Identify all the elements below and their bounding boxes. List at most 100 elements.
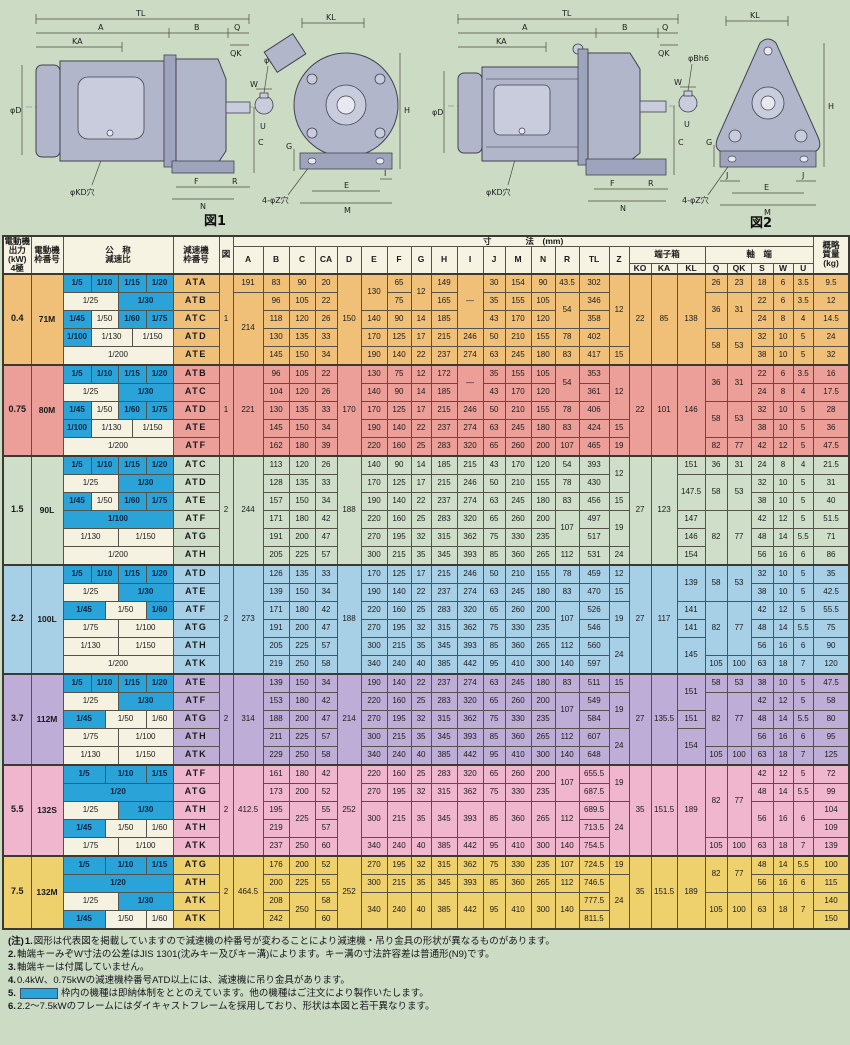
dim-cell-E: 300	[360, 873, 388, 893]
dim-cell-E: 270	[360, 618, 388, 638]
reducer-frame-cell: ATE	[172, 345, 220, 366]
ratio-cell: 1/130	[62, 527, 119, 547]
dim-cell-F: 240	[386, 836, 412, 857]
ratio-cell: 1/5	[62, 563, 92, 584]
dim-cell-F: 140	[386, 418, 412, 438]
header-dim-E: E	[360, 245, 388, 275]
dim-cell-H: 315	[430, 527, 458, 547]
dim-cell-F: 90	[386, 454, 412, 475]
dim-cell-F: 240	[386, 891, 412, 930]
ratio-cell: 1/45	[62, 309, 92, 329]
dim-label-b: B	[622, 23, 628, 32]
dim-cell-TL: 346	[578, 291, 610, 311]
ratio-cell: 1/15	[117, 454, 147, 475]
ratio-cell: 1/30	[117, 800, 174, 820]
motor-frame-cell: 71M	[30, 272, 64, 366]
dim-cell-QK: 100	[726, 891, 752, 930]
dim-cell-Z: 12	[608, 454, 630, 493]
reducer-frame-cell: ATD	[172, 400, 220, 420]
ratio-cell: 1/100	[62, 327, 92, 347]
dim-cell-B: 83	[262, 272, 290, 293]
dim-cell-J: 43	[482, 382, 506, 402]
dim-cell-C: 250	[288, 654, 316, 675]
note-6: 6.2.2～7.5kWのフレームにはダイキャストフレームを採用しており、形状は本…	[8, 1000, 842, 1013]
ratio-cell: 1/50	[104, 709, 147, 729]
dim-cell-S: 32	[750, 327, 774, 347]
dim-cell-QK: 53	[726, 327, 752, 366]
dim-label-ka: KA	[72, 37, 83, 46]
dim-cell-Q: 82	[704, 436, 728, 457]
dim-cell-KA: 101	[650, 363, 678, 457]
note-number: 5.	[8, 988, 16, 1000]
dim-cell-N: 200	[530, 763, 556, 784]
dim-cell-CA: 33	[314, 473, 338, 493]
dim-cell-J: 63	[482, 418, 506, 438]
dim-cell-R: 107	[554, 436, 580, 457]
dim-cell-J: 95	[482, 836, 506, 857]
dim-cell-J: 50	[482, 473, 506, 493]
ratio-cell: 1/75	[62, 836, 119, 857]
dim-cell-A: 464.5	[232, 854, 264, 930]
dim-cell-B: 229	[262, 745, 290, 766]
ratio-cell: 1/50	[104, 909, 147, 930]
dim-cell-G: 25	[410, 600, 432, 620]
dim-cell-Q: 82	[704, 854, 728, 893]
dim-cell-B: 200	[262, 873, 290, 893]
dim-cell-N: 105	[530, 363, 556, 384]
dim-cell-B: 113	[262, 454, 290, 475]
motor-frame-cell: 100L	[30, 563, 64, 675]
dim-cell-R: 83	[554, 491, 580, 511]
ratio-cell: 1/75	[145, 400, 174, 420]
dim-cell-H: 215	[430, 563, 458, 584]
header-dimensions-band: 寸 法 (mm)	[232, 235, 814, 247]
reducer-frame-cell: ATB	[172, 363, 220, 384]
ready-stock-swatch	[19, 988, 58, 1000]
dim-cell-E: 190	[360, 345, 388, 366]
dim-cell-I: 320	[456, 600, 484, 620]
ratio-cell: 1/25	[62, 691, 119, 711]
dim-cell-E: 130	[360, 363, 388, 384]
dim-label-b: B	[194, 23, 200, 32]
dim-cell-S: 48	[750, 527, 774, 547]
dim-label-w: W	[250, 80, 258, 89]
dim-label-phid: φD	[432, 108, 443, 117]
ratio-cell: 1/15	[117, 563, 147, 584]
dim-cell-J: 35	[482, 363, 506, 384]
dim-cell-TL: 417	[578, 345, 610, 366]
dim-label-a: A	[98, 23, 104, 32]
header-dim-KO: KO	[628, 262, 652, 275]
dim-cell-R: 107	[554, 854, 580, 875]
dim-cell-R: 140	[554, 891, 580, 930]
ratio-cell: 1/100	[62, 418, 92, 438]
dim-cell-G: 14	[410, 309, 432, 329]
dim-cell-F: 160	[386, 509, 412, 529]
dim-cell-QK: 53	[726, 563, 752, 602]
dim-cell-S: 22	[750, 291, 774, 311]
dim-label-kd-hole: φKD穴	[486, 187, 511, 197]
dim-cell-B: 162	[262, 436, 290, 457]
dim-label-r: R	[648, 179, 654, 188]
dim-cell-E: 270	[360, 527, 388, 547]
dim-cell-F: 160	[386, 436, 412, 457]
ratio-cell: 1/60	[145, 909, 174, 930]
dim-cell-S: 42	[750, 763, 774, 784]
dim-cell-U: 4	[792, 309, 814, 329]
header-dim-Q: Q	[704, 262, 728, 275]
note-text: 2.2～7.5kWのフレームにはダイキャストフレームを採用しており、形状は本図と…	[16, 1001, 435, 1013]
header-terminal-box: 端子箱	[628, 245, 706, 264]
dim-cell-Z: 15	[608, 491, 630, 511]
dim-cell-MS: 36	[812, 418, 850, 438]
dim-cell-CA: 52	[314, 854, 338, 875]
dim-cell-U: 6	[792, 800, 814, 838]
dim-cell-QK: 100	[726, 745, 752, 766]
dim-cell-CA: 34	[314, 672, 338, 693]
dim-cell-B: 128	[262, 473, 290, 493]
ratio-cell: 1/30	[117, 691, 174, 711]
dim-cell-F: 140	[386, 345, 412, 366]
reducer-frame-cell: ATE	[172, 582, 220, 602]
dim-cell-G: 32	[410, 854, 432, 875]
dim-cell-W: 10	[772, 582, 794, 602]
dim-cell-MS: 51.5	[812, 509, 850, 529]
dim-cell-M: 410	[504, 654, 532, 675]
header-dim-H: H	[430, 245, 458, 275]
